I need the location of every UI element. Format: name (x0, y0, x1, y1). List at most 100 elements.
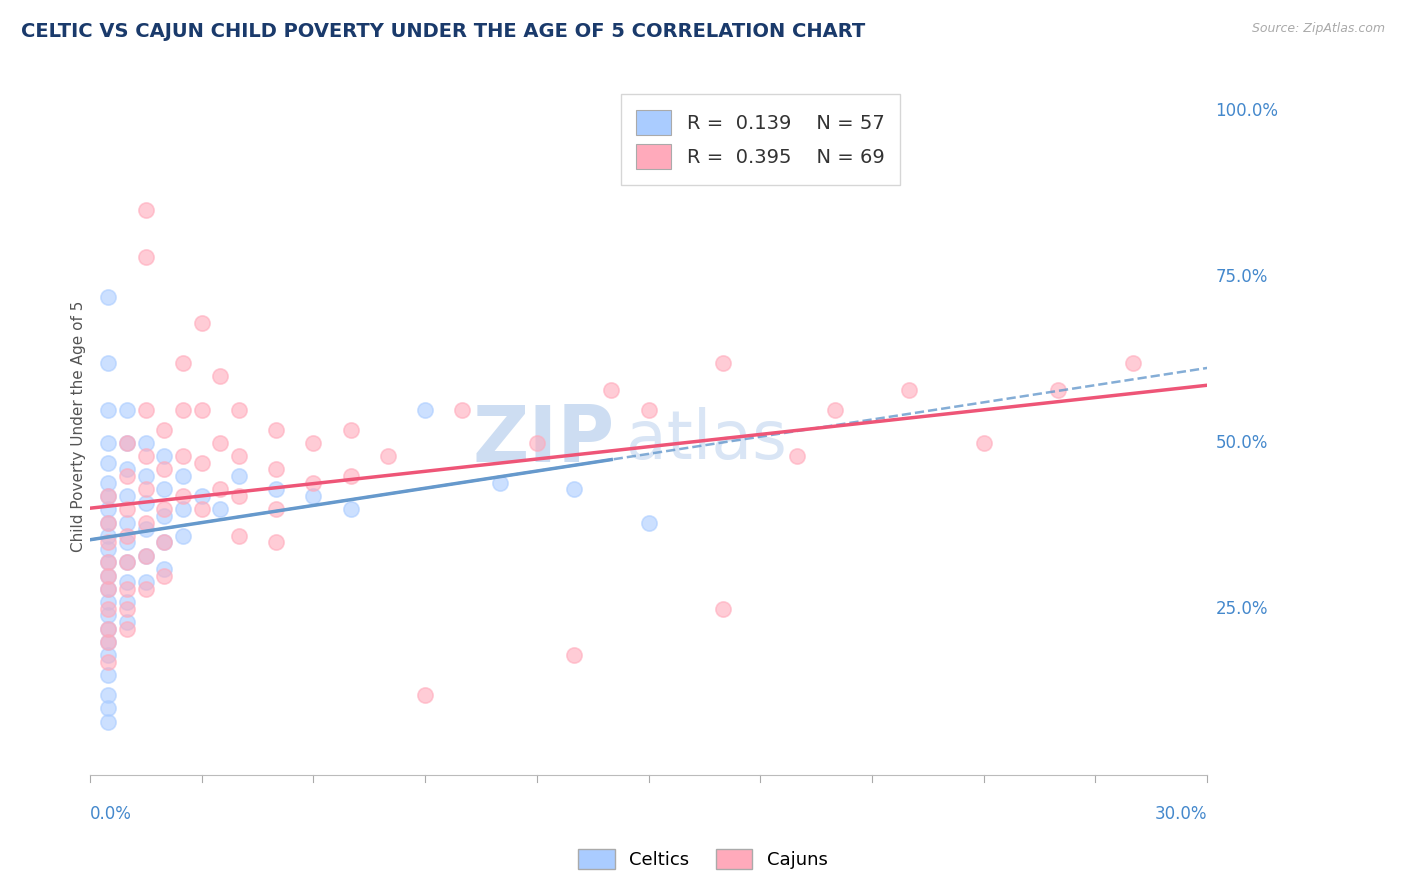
Point (153, 423, 176, 437)
Point (135, 469, 157, 483)
Point (1047, 383, 1070, 397)
Point (115, 516, 138, 530)
Point (97, 516, 120, 530)
Point (115, 469, 138, 483)
Point (228, 449, 250, 463)
Point (115, 615, 138, 629)
Point (115, 502, 138, 516)
Point (97, 356, 120, 370)
Point (115, 622, 138, 636)
Point (115, 555, 138, 569)
Point (115, 595, 138, 609)
Point (97, 701, 120, 715)
Point (97, 535, 120, 549)
Point (339, 469, 361, 483)
Point (97, 542, 120, 557)
Point (153, 462, 176, 476)
Point (600, 383, 623, 397)
Point (135, 522, 157, 536)
Text: 75.0%: 75.0% (1216, 268, 1268, 285)
Point (824, 402, 846, 417)
Point (97, 402, 120, 417)
Point (97, 648, 120, 663)
Point (97, 602, 120, 616)
Point (228, 469, 250, 483)
Text: 0.0%: 0.0% (90, 805, 132, 823)
Text: 100.0%: 100.0% (1216, 102, 1278, 120)
Point (172, 502, 194, 516)
Point (135, 516, 157, 530)
Point (97, 456, 120, 470)
Y-axis label: Child Poverty Under the Age of 5: Child Poverty Under the Age of 5 (72, 301, 86, 552)
Point (786, 449, 808, 463)
Point (190, 402, 212, 417)
Point (413, 688, 436, 702)
Point (209, 483, 232, 497)
Point (97, 568, 120, 582)
Point (97, 489, 120, 503)
Point (637, 402, 659, 417)
Point (97, 529, 120, 543)
Point (135, 483, 157, 497)
Point (153, 535, 176, 549)
Point (172, 356, 194, 370)
Point (264, 423, 287, 437)
Point (97, 290, 120, 304)
Point (115, 575, 138, 590)
Point (302, 489, 325, 503)
Point (115, 529, 138, 543)
Point (115, 582, 138, 596)
Point (135, 549, 157, 563)
Point (153, 502, 176, 516)
Text: 30.0%: 30.0% (1154, 805, 1208, 823)
Point (97, 582, 120, 596)
Text: 50.0%: 50.0% (1216, 434, 1268, 451)
Point (190, 489, 212, 503)
Point (115, 462, 138, 476)
Point (97, 668, 120, 682)
Point (97, 555, 120, 569)
Point (97, 516, 120, 530)
Point (135, 449, 157, 463)
Point (562, 483, 585, 497)
Point (135, 250, 157, 264)
Point (339, 423, 361, 437)
Point (97, 622, 120, 636)
Point (172, 469, 194, 483)
Point (172, 489, 194, 503)
Point (209, 502, 232, 516)
Point (97, 635, 120, 649)
Point (190, 316, 212, 330)
Point (97, 489, 120, 503)
Point (97, 622, 120, 636)
Point (190, 502, 212, 516)
Point (172, 402, 194, 417)
Point (97, 714, 120, 729)
Point (97, 608, 120, 623)
Point (973, 435, 995, 450)
Point (264, 483, 287, 497)
Point (526, 435, 548, 450)
Point (115, 535, 138, 549)
Point (302, 475, 325, 490)
Point (97, 435, 120, 450)
Point (97, 582, 120, 596)
Point (153, 568, 176, 582)
Point (898, 383, 921, 397)
Point (264, 535, 287, 549)
Point (115, 602, 138, 616)
Point (97, 655, 120, 669)
Point (97, 568, 120, 582)
Point (97, 595, 120, 609)
Point (135, 495, 157, 509)
Point (153, 535, 176, 549)
Point (1122, 356, 1144, 370)
Point (302, 435, 325, 450)
Point (115, 435, 138, 450)
Point (413, 402, 436, 417)
Point (97, 555, 120, 569)
Point (115, 489, 138, 503)
Point (97, 635, 120, 649)
Point (711, 356, 734, 370)
Point (135, 435, 157, 450)
